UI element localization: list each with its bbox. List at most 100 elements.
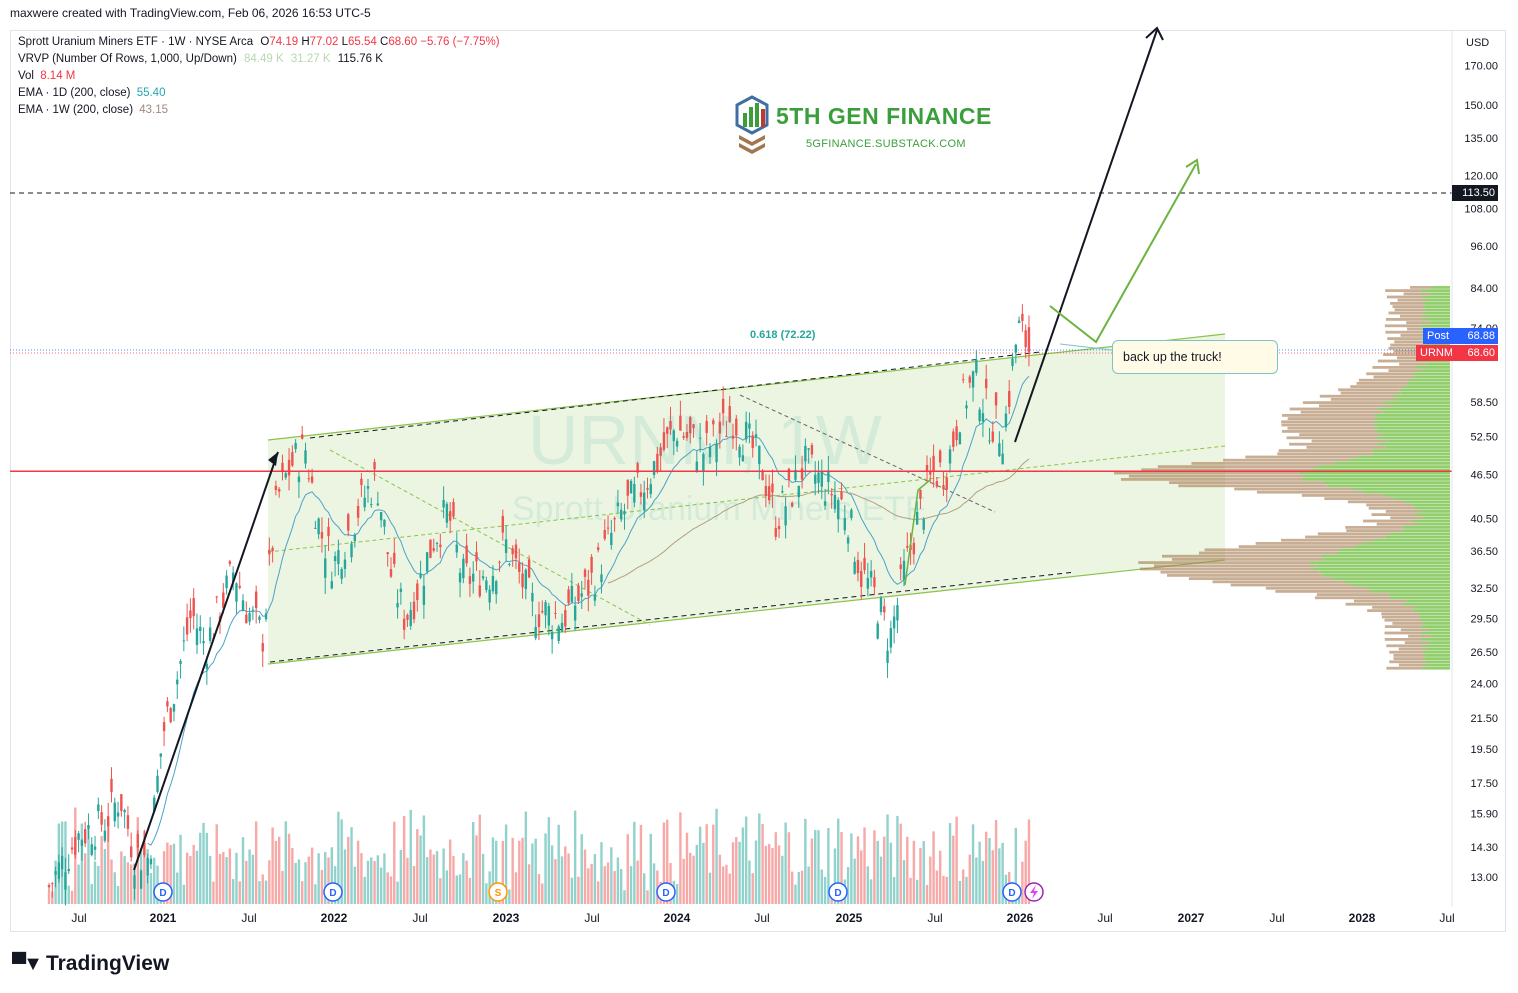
volume-bar — [800, 870, 804, 904]
candle-down — [478, 585, 481, 597]
candle-up — [965, 405, 968, 409]
bolt-glyph-icon — [1030, 885, 1038, 899]
volume-bar — [218, 853, 222, 904]
volume-bar — [794, 884, 797, 904]
volume-bar — [70, 890, 74, 904]
volume-bar — [705, 824, 708, 904]
y-tick-label: 46.50 — [1470, 470, 1498, 482]
legend-vol-label: Vol — [18, 70, 34, 82]
candle-up — [738, 446, 741, 458]
volume-bar — [646, 890, 649, 904]
volume-bar — [189, 856, 192, 904]
volume-bar — [481, 853, 485, 904]
candle-up — [827, 470, 830, 483]
volume-bar — [106, 822, 110, 904]
legend-symbol-row[interactable]: Sprott Uranium Miners ETF · 1W · NYSE Ar… — [18, 34, 500, 51]
volume-bar — [241, 837, 245, 904]
volume-bar — [616, 857, 620, 904]
y-tick-label: 32.50 — [1470, 583, 1498, 595]
volume-profile-up-bar — [1423, 302, 1450, 305]
volume-bar — [337, 811, 340, 904]
candle-down — [541, 610, 544, 613]
volume-profile-up-bar — [1421, 510, 1450, 513]
volume-bar — [120, 851, 123, 904]
volume-profile-up-bar — [1372, 452, 1450, 456]
volume-profile-up-bar — [1420, 618, 1450, 622]
volume-bar — [619, 869, 623, 904]
volume-profile-up-bar — [1363, 490, 1450, 494]
candle-down — [393, 552, 396, 564]
volume-profile-down-bar — [1388, 369, 1423, 372]
chart-frame[interactable] — [10, 30, 1506, 932]
candle-down — [583, 569, 587, 577]
tradingview-logo[interactable]: ▀▼ TradingView — [12, 952, 169, 976]
legend-ema1-row[interactable]: EMA · 1D (200, close) 55.40 — [18, 85, 500, 102]
candle-up — [455, 544, 458, 553]
volume-bar — [583, 849, 587, 904]
volume-profile-down-bar — [1223, 458, 1348, 462]
volume-profile-up-bar — [1400, 391, 1450, 395]
volume-profile-down-bar — [1398, 663, 1427, 667]
legend-vol-row[interactable]: Vol 8.14 M — [18, 68, 500, 85]
candle-up — [113, 802, 116, 822]
candle-down — [518, 562, 521, 572]
volume-bar — [945, 876, 948, 904]
candle-down — [685, 431, 689, 438]
candle-up — [797, 485, 800, 498]
volume-bar — [310, 847, 314, 904]
volume-bar — [472, 822, 475, 904]
dashed-support-line — [269, 571, 1076, 663]
candle-up — [208, 627, 212, 641]
candle-down — [406, 614, 409, 620]
volume-profile-down-bar — [1286, 436, 1377, 440]
candle-up — [90, 844, 93, 855]
volume-bar — [675, 884, 679, 904]
volume-profile-up-bar — [1402, 526, 1450, 529]
volume-profile-up-bar — [1429, 292, 1450, 296]
axis-layer: 13.00 14.30 15.90 17.50 19.50 21.50 24.00 26.50… — [71, 30, 1498, 925]
volume-bar — [501, 840, 505, 904]
volume-bar — [314, 884, 317, 904]
volume-bar — [468, 877, 472, 904]
candle-down — [402, 618, 406, 630]
volume-bar — [797, 872, 800, 904]
volume-profile-down-bar — [1287, 426, 1377, 430]
y-tick-label: 29.50 — [1470, 613, 1498, 625]
volume-profile-down-bar — [1356, 382, 1408, 385]
candle-down — [389, 569, 393, 577]
candle-up — [324, 558, 327, 578]
legend-vrvp-row[interactable]: VRVP (Number Of Rows, 1,000, Up/Down) 84… — [18, 51, 500, 68]
legend-ema2-row[interactable]: EMA · 1W (200, close) 43.15 — [18, 102, 500, 119]
volume-profile-down-bar — [1289, 442, 1378, 446]
volume-profile-up-bar — [1414, 513, 1450, 516]
name-watermark: Sprott Uranium Miners ETF — [512, 490, 926, 528]
candle-up — [80, 840, 84, 846]
rally-arrowhead-1-icon — [268, 452, 278, 466]
volume-bar — [725, 864, 728, 904]
candle-down — [735, 418, 738, 436]
volume-profile-up-bar — [1404, 500, 1450, 504]
candle-up — [820, 471, 823, 487]
volume-profile-up-bar — [1354, 545, 1450, 548]
volume-profile-down-bar — [1386, 295, 1422, 299]
volume-profile-down-bar — [1384, 625, 1421, 628]
volume-bar — [409, 809, 412, 904]
note-callout[interactable]: back up the truck! — [1112, 340, 1278, 374]
volume-profile-down-bar — [1277, 452, 1373, 456]
candle-down — [919, 489, 922, 499]
candle-down — [416, 583, 419, 601]
candle-up — [1014, 344, 1018, 353]
volume-profile-down-bar — [1128, 474, 1306, 478]
candle-up — [748, 423, 751, 429]
y-tick-label: 40.50 — [1470, 513, 1498, 525]
y-tick-label: 14.30 — [1470, 842, 1498, 854]
volume-bar — [892, 877, 896, 904]
volume-bar — [462, 853, 465, 904]
currency-label[interactable]: USD — [1466, 37, 1490, 49]
channel-bottom-line — [267, 559, 1226, 665]
volume-bar — [416, 829, 419, 904]
volume-bar — [304, 862, 307, 904]
candle-up — [458, 572, 462, 583]
volume-bar — [212, 881, 215, 904]
